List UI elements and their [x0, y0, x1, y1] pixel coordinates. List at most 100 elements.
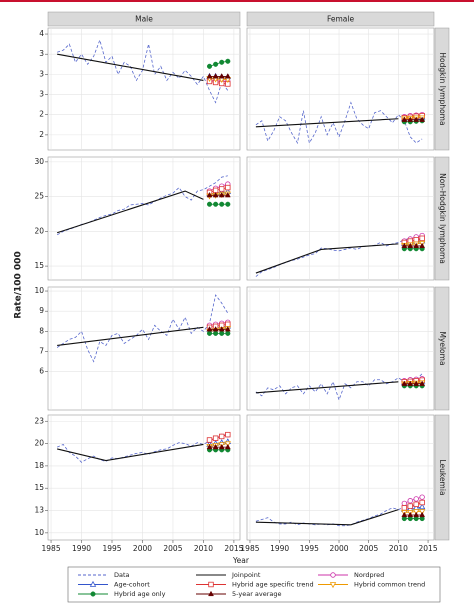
x-tick-label: 2005 [163, 544, 182, 553]
row-strip [434, 27, 450, 151]
projection-line [209, 325, 228, 330]
projection-line [404, 242, 423, 246]
y-tick-label: 15 [34, 483, 44, 492]
y-tick-label: 23 [34, 416, 44, 425]
marker [212, 191, 219, 198]
joinpoint-line [57, 326, 204, 347]
marker [219, 59, 225, 65]
marker [401, 511, 408, 518]
top-border [0, 0, 474, 2]
joinpoint-line [56, 190, 204, 234]
projection-line [209, 321, 228, 326]
panel [246, 286, 435, 411]
marker [419, 494, 425, 500]
marker [419, 380, 426, 386]
marker [213, 61, 219, 67]
marker [225, 431, 231, 438]
x-tick-label: 1995 [300, 544, 319, 553]
y-tick-label: 10 [34, 528, 44, 537]
panel [246, 414, 435, 541]
x-tick-label: 1990 [72, 544, 91, 553]
x-tick-label: 2005 [359, 544, 378, 553]
marker [218, 443, 225, 450]
legend-marker [208, 581, 214, 588]
legend-marker [329, 582, 337, 589]
projection-line [209, 443, 228, 447]
marker [212, 73, 219, 79]
joinpoint-line [255, 509, 399, 526]
x-tick-label: 1985 [240, 544, 259, 553]
y-tick-label: 30 [34, 157, 44, 166]
marker [206, 326, 213, 332]
y-tick-label: 7 [39, 347, 44, 356]
marker [225, 321, 231, 328]
legend-marker [208, 590, 214, 597]
marker [224, 326, 231, 332]
marker [219, 201, 225, 207]
legend-marker [90, 591, 96, 597]
marker [413, 236, 419, 243]
x-tick-label: 2015 [419, 544, 438, 553]
marker [224, 73, 231, 79]
marker [219, 433, 225, 440]
marker [407, 116, 414, 122]
marker [419, 242, 426, 249]
projection-line [404, 502, 423, 509]
marker [225, 58, 231, 64]
marker [419, 511, 426, 518]
projection-line [209, 78, 228, 80]
y-tick-label: 3 [39, 90, 44, 99]
marker [219, 186, 225, 192]
marker [407, 503, 413, 509]
y-axis-label: Rate/100 000 [14, 251, 24, 318]
marker [413, 511, 420, 518]
marker [206, 443, 213, 450]
legend-label: Age-cohort [114, 581, 150, 589]
marker [401, 380, 408, 386]
marker [413, 242, 420, 249]
marker [225, 330, 231, 336]
projection-line [209, 60, 228, 67]
projection-line [404, 117, 423, 120]
marker [218, 191, 225, 198]
marker [224, 443, 231, 450]
legend-box [67, 566, 441, 603]
marker [413, 496, 419, 502]
marker [206, 63, 213, 69]
projection-line [209, 191, 228, 195]
projection-line [404, 511, 423, 513]
marker [418, 503, 426, 510]
marker [419, 499, 425, 506]
y-tick-label: 2 [39, 110, 44, 119]
marker [407, 380, 414, 386]
x-tick-label: 2000 [133, 544, 152, 553]
row-label: Hodgkin lymphoma [438, 52, 447, 125]
projection-line [209, 80, 228, 82]
projection-line [209, 434, 228, 441]
marker [206, 201, 213, 207]
y-tick-label: 3 [39, 49, 44, 58]
x-tick-label: 1995 [102, 544, 121, 553]
y-tick-label: 10 [34, 286, 44, 295]
y-tick-label: 2 [39, 130, 44, 139]
joinpoint-line [57, 443, 204, 462]
joinpoint-line [255, 243, 399, 274]
y-tick-label: 6 [39, 367, 44, 376]
column-strip [47, 11, 241, 27]
projection-line [404, 235, 423, 242]
marker [212, 326, 219, 332]
y-tick-label: 20 [34, 439, 44, 448]
y-tick-label: 15 [34, 261, 44, 270]
marker [401, 500, 408, 507]
legend-label: Hybrid age only [114, 590, 166, 598]
x-tick-label: 2000 [329, 544, 348, 553]
joinpoint-line [255, 118, 399, 128]
projection-line [209, 327, 228, 332]
column-strip [246, 11, 435, 27]
data-line [56, 434, 228, 463]
marker [225, 184, 231, 191]
projection-line [404, 115, 423, 119]
data-line [255, 502, 423, 527]
y-tick-label: 4 [39, 29, 44, 38]
